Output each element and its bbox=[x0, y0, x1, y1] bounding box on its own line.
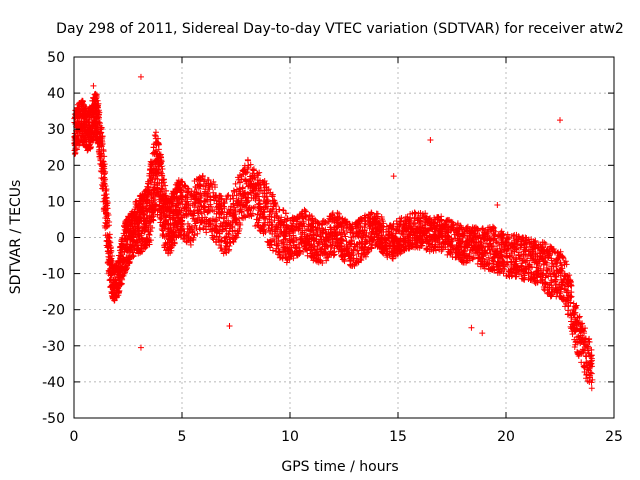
x-tick-label: 25 bbox=[605, 429, 623, 445]
outlier-point bbox=[137, 344, 144, 351]
y-tick-label: 0 bbox=[56, 231, 65, 247]
data-point bbox=[95, 100, 102, 107]
data-point bbox=[90, 131, 97, 138]
data-point bbox=[104, 205, 111, 212]
x-tick-label: 20 bbox=[497, 429, 515, 445]
data-point bbox=[102, 176, 109, 183]
outlier-point bbox=[226, 322, 233, 329]
data-point bbox=[588, 385, 595, 392]
data-point bbox=[72, 150, 79, 157]
data-point bbox=[98, 124, 105, 131]
data-point bbox=[130, 253, 137, 260]
data-point bbox=[106, 235, 113, 242]
data-point bbox=[101, 161, 108, 168]
data-point bbox=[280, 207, 287, 214]
grid bbox=[74, 57, 614, 418]
y-tick-label: -50 bbox=[42, 411, 65, 427]
data-point bbox=[126, 259, 133, 266]
data-point bbox=[104, 215, 111, 222]
data-point bbox=[105, 212, 112, 219]
data-point bbox=[100, 148, 107, 155]
x-tick-label: 5 bbox=[178, 429, 187, 445]
data-point bbox=[112, 276, 119, 283]
data-point bbox=[97, 150, 104, 157]
data-point bbox=[73, 146, 80, 153]
outlier-point bbox=[137, 73, 144, 80]
outlier-point bbox=[427, 137, 434, 144]
data-point bbox=[93, 91, 100, 98]
outlier-point bbox=[468, 324, 475, 331]
data-point bbox=[133, 198, 140, 205]
outlier-point bbox=[90, 82, 97, 89]
data-point bbox=[86, 118, 93, 125]
data-point bbox=[76, 140, 83, 147]
data-point bbox=[99, 185, 106, 192]
data-point bbox=[224, 193, 231, 200]
data-point bbox=[203, 229, 210, 236]
y-tick-label: -40 bbox=[42, 375, 65, 391]
data-point bbox=[123, 264, 130, 271]
y-tick-label: -10 bbox=[42, 267, 65, 283]
data-point bbox=[87, 144, 94, 151]
chart-title: Day 298 of 2011, Sidereal Day-to-day VTE… bbox=[56, 21, 624, 37]
data-point bbox=[106, 219, 113, 226]
data-point bbox=[101, 170, 108, 177]
data-point bbox=[101, 153, 108, 160]
data-point bbox=[101, 180, 108, 187]
data-point bbox=[245, 157, 252, 164]
y-tick-label: -30 bbox=[42, 339, 65, 355]
data-point bbox=[125, 259, 132, 266]
data-point bbox=[99, 133, 106, 140]
data-point bbox=[107, 244, 114, 251]
data-point bbox=[250, 167, 257, 174]
data-point bbox=[108, 255, 115, 262]
data-point bbox=[102, 183, 109, 190]
data-point bbox=[152, 129, 159, 136]
x-tick-label: 0 bbox=[70, 429, 79, 445]
data-point bbox=[95, 116, 102, 123]
data-point bbox=[121, 270, 128, 277]
x-tick-label: 15 bbox=[389, 429, 407, 445]
data-point bbox=[88, 127, 95, 134]
data-point bbox=[151, 132, 158, 139]
data-point bbox=[100, 161, 107, 168]
data-point bbox=[110, 288, 117, 295]
data-point bbox=[129, 249, 136, 256]
data-point bbox=[92, 92, 99, 99]
data-point bbox=[105, 240, 112, 247]
y-tick-label: 20 bbox=[47, 158, 65, 174]
data-point bbox=[79, 98, 86, 105]
data-point bbox=[97, 154, 104, 161]
outlier-point bbox=[557, 117, 563, 124]
y-tick-label: 10 bbox=[47, 194, 65, 210]
x-tick-label: 10 bbox=[281, 429, 299, 445]
y-tick-label: -20 bbox=[42, 303, 65, 319]
data-point bbox=[92, 120, 99, 127]
outlier-point bbox=[479, 330, 486, 337]
outlier-point bbox=[390, 173, 397, 180]
outlier-point bbox=[494, 202, 501, 209]
data-point bbox=[114, 284, 121, 291]
data-point bbox=[99, 138, 106, 145]
data-points bbox=[71, 73, 596, 392]
data-point bbox=[103, 186, 110, 193]
data-point bbox=[116, 287, 123, 294]
